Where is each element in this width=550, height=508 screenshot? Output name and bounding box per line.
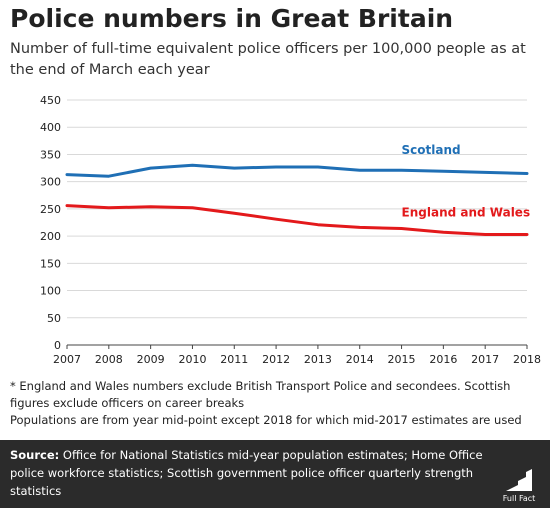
chart-notes: * England and Wales numbers exclude Brit… xyxy=(10,378,540,429)
x-tick-label: 2018 xyxy=(513,353,541,366)
x-tick-label: 2013 xyxy=(304,353,332,366)
note-exclusions: * England and Wales numbers exclude Brit… xyxy=(10,379,511,410)
y-tick-label: 150 xyxy=(40,257,61,270)
x-tick-label: 2008 xyxy=(95,353,123,366)
axes: 0 50 100 150 200 250 300 350 400 450 2007 2008 2009 2… xyxy=(40,94,541,366)
chart-title: Police numbers in Great Britain xyxy=(10,4,454,33)
x-tick-label: 2016 xyxy=(429,353,457,366)
y-tick-label: 200 xyxy=(40,230,61,243)
full-fact-logo: Full Fact xyxy=(503,469,536,503)
y-tick-label: 300 xyxy=(40,176,61,189)
series-line-0 xyxy=(65,163,529,178)
logo-text: Full Fact xyxy=(503,494,536,503)
x-tick-label: 2015 xyxy=(388,353,416,366)
source-text-block: Source: Office for National Statistics m… xyxy=(10,446,488,500)
y-tick-label: 350 xyxy=(40,148,61,161)
series-lines xyxy=(65,163,529,236)
gridlines xyxy=(67,99,527,346)
x-tick-label: 2017 xyxy=(471,353,499,366)
series-label-0: Scotland xyxy=(402,143,461,157)
x-tick-label: 2014 xyxy=(346,353,374,366)
note-populations: Populations are from year mid-point exce… xyxy=(10,413,522,427)
series-label-1: England and Wales xyxy=(402,205,531,219)
source-label: Source: xyxy=(10,448,60,462)
line-chart: 0 50 100 150 200 250 300 350 400 450 2007 2008 2009 2… xyxy=(40,94,541,366)
x-tick-label: 2011 xyxy=(220,353,248,366)
chart-subtitle: Number of full-time equivalent police of… xyxy=(10,41,526,78)
y-tick-label: 450 xyxy=(40,94,61,107)
y-tick-label: 100 xyxy=(40,285,61,298)
series-labels: Scotland England and Wales xyxy=(402,143,531,219)
x-tick-label: 2012 xyxy=(262,353,290,366)
y-tick-label: 250 xyxy=(40,203,61,216)
series-line-1 xyxy=(65,204,529,236)
y-tick-label: 0 xyxy=(54,339,61,352)
source-footer: Source: Office for National Statistics m… xyxy=(0,440,550,508)
x-tick-label: 2009 xyxy=(137,353,165,366)
x-tick-label: 2010 xyxy=(178,353,206,366)
y-tick-label: 400 xyxy=(40,121,61,134)
source-description: Office for National Statistics mid-year … xyxy=(10,448,483,498)
y-tick-label: 50 xyxy=(47,312,61,325)
logo-mark-icon xyxy=(506,469,532,491)
x-tick-label: 2007 xyxy=(53,353,81,366)
